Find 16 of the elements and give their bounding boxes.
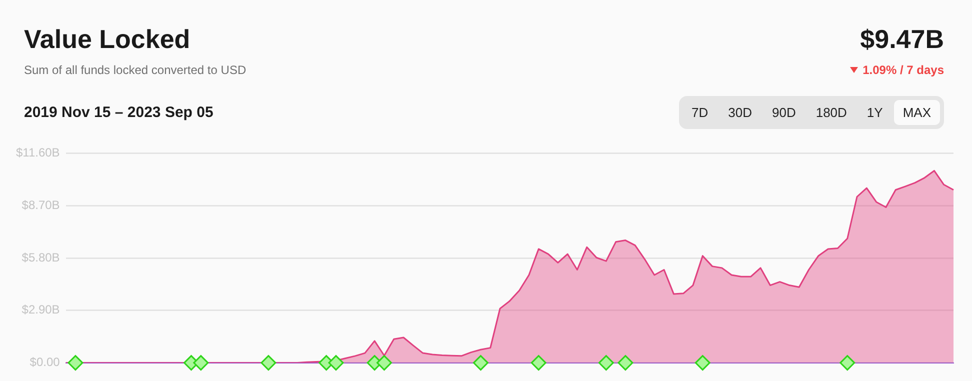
y-tick-label: $2.90B: [22, 302, 60, 317]
y-tick-label: $0.00: [30, 355, 60, 370]
text: 7D: [690, 104, 710, 122]
text: 1.09% / 7 days: [862, 63, 944, 77]
text: $9.47B: [860, 24, 944, 55]
text: 180D: [814, 104, 848, 122]
y-tick-label: $8.70B: [22, 198, 60, 212]
chart-title: Value Locked: [24, 24, 190, 55]
chart-subtitle: Sum of all funds locked converted to USD: [24, 63, 246, 77]
text: 1Y: [866, 104, 884, 122]
text: 30D: [727, 104, 753, 122]
y-tick-label: $11.60B: [16, 146, 60, 160]
text: 2019 Nov 15 – 2023 Sep 05: [24, 104, 214, 121]
text: MAX: [894, 100, 940, 125]
y-tick-label: $5.80B: [22, 250, 60, 264]
text: 90D: [770, 104, 797, 122]
